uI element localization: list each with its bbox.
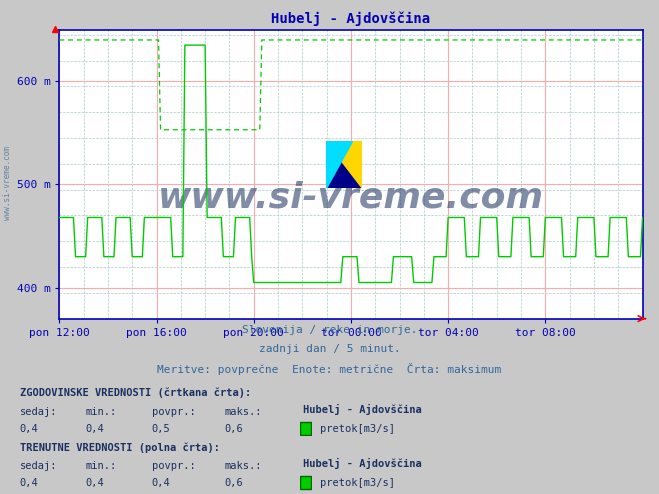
Text: 0,6: 0,6 — [224, 478, 243, 488]
Text: www.si-vreme.com: www.si-vreme.com — [3, 146, 13, 220]
Text: 0,4: 0,4 — [20, 478, 38, 488]
Text: 0,4: 0,4 — [86, 424, 104, 434]
Text: maks.:: maks.: — [224, 407, 262, 416]
Text: min.:: min.: — [86, 407, 117, 416]
Bar — [301, 476, 311, 489]
Polygon shape — [326, 141, 362, 188]
Text: 0,4: 0,4 — [152, 478, 170, 488]
Text: pretok[m3/s]: pretok[m3/s] — [320, 478, 395, 488]
Text: zadnji dan / 5 minut.: zadnji dan / 5 minut. — [258, 344, 401, 354]
Text: Hubelj - Ajdovščina: Hubelj - Ajdovščina — [303, 458, 422, 469]
Text: povpr.:: povpr.: — [152, 407, 195, 416]
Text: ZGODOVINSKE VREDNOSTI (črtkana črta):: ZGODOVINSKE VREDNOSTI (črtkana črta): — [20, 388, 251, 398]
Text: 0,4: 0,4 — [86, 478, 104, 488]
Text: min.:: min.: — [86, 461, 117, 471]
Text: www.si-vreme.com: www.si-vreme.com — [158, 180, 544, 214]
Bar — [301, 422, 311, 435]
Text: Hubelj - Ajdovščina: Hubelj - Ajdovščina — [303, 404, 422, 414]
Text: Slovenija / reke in morje.: Slovenija / reke in morje. — [242, 325, 417, 335]
Text: sedaj:: sedaj: — [20, 461, 57, 471]
Text: povpr.:: povpr.: — [152, 461, 195, 471]
Text: maks.:: maks.: — [224, 461, 262, 471]
Text: 0,4: 0,4 — [20, 424, 38, 434]
Text: Meritve: povprečne  Enote: metrične  Črta: maksimum: Meritve: povprečne Enote: metrične Črta:… — [158, 363, 501, 374]
Polygon shape — [326, 141, 362, 188]
Title: Hubelj - Ajdovščina: Hubelj - Ajdovščina — [272, 11, 430, 26]
Text: TRENUTNE VREDNOSTI (polna črta):: TRENUTNE VREDNOSTI (polna črta): — [20, 442, 219, 453]
Text: 0,6: 0,6 — [224, 424, 243, 434]
Text: sedaj:: sedaj: — [20, 407, 57, 416]
Text: pretok[m3/s]: pretok[m3/s] — [320, 424, 395, 434]
Text: 0,5: 0,5 — [152, 424, 170, 434]
Polygon shape — [326, 141, 352, 188]
